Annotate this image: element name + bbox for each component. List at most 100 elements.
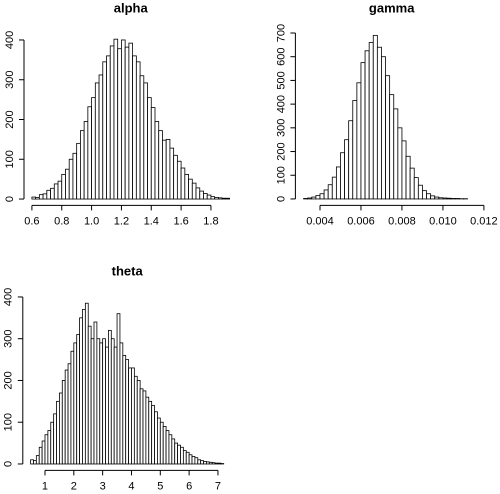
bar (150, 107, 156, 200)
bar (105, 346, 109, 465)
bar (96, 338, 101, 465)
bar (102, 338, 106, 465)
bar (46, 189, 51, 200)
bar (90, 338, 95, 465)
x-tick-label: 6 (186, 480, 192, 492)
bar (148, 400, 153, 465)
bar (434, 196, 440, 200)
bar (76, 142, 81, 200)
bar (79, 130, 85, 200)
bar (191, 182, 197, 200)
x-tick-label: 1.4 (144, 215, 159, 227)
bar (44, 434, 49, 465)
bar (135, 61, 141, 200)
bar (158, 130, 163, 200)
bar (335, 166, 341, 200)
bar (199, 190, 204, 200)
bar (128, 367, 132, 465)
bar (110, 338, 115, 465)
x-tick-label: 0.004 (306, 215, 334, 227)
bar (84, 302, 89, 465)
x-tick-label: 0.6 (24, 215, 39, 227)
bar (180, 446, 184, 465)
bar (117, 48, 122, 200)
bar (442, 197, 448, 200)
bar (121, 39, 126, 200)
bar (87, 106, 92, 200)
bar (225, 197, 230, 200)
bar (405, 155, 411, 200)
bar (57, 180, 63, 200)
bar (106, 55, 111, 200)
x-tick-label: 0.012 (470, 215, 498, 227)
bar (208, 461, 213, 465)
bar (315, 195, 321, 200)
bar (218, 197, 223, 200)
bar (159, 421, 164, 465)
chart-title: theta (112, 263, 144, 278)
bar (136, 380, 141, 465)
bar (47, 430, 52, 465)
y-tick-label: 0 (3, 461, 15, 467)
y-tick-label: 100 (3, 413, 15, 431)
y-tick-label: 0 (4, 196, 16, 202)
bar (206, 461, 210, 465)
x-tick-label: 2 (71, 480, 77, 492)
bar (145, 396, 150, 465)
bar (352, 100, 358, 200)
bar (426, 193, 432, 200)
bar (132, 55, 137, 200)
bar (98, 74, 104, 200)
x-tick-label: 7 (215, 480, 221, 492)
bar (53, 413, 57, 465)
chart-title: alpha (114, 0, 149, 15)
x-tick-label: 0.8 (54, 215, 69, 227)
x-tick-label: 1.0 (84, 215, 99, 227)
chart-title: gamma (369, 0, 415, 15)
bar (356, 82, 362, 200)
bar (139, 388, 144, 465)
bar (188, 454, 193, 465)
bar (154, 121, 160, 200)
bar (102, 61, 107, 200)
y-tick-label: 200 (3, 371, 15, 389)
bar (319, 193, 325, 200)
bar (113, 38, 119, 200)
y-tick-label: 300 (4, 71, 16, 89)
bar (162, 139, 167, 200)
bar (87, 325, 92, 465)
bar (38, 194, 44, 200)
bar (64, 369, 69, 465)
bar (93, 321, 98, 465)
bar (70, 350, 75, 465)
bar (182, 450, 187, 465)
bar (109, 45, 115, 200)
bar (389, 94, 395, 200)
y-tick-label: 400 (275, 95, 287, 113)
bar (169, 147, 175, 200)
bar (67, 363, 72, 465)
bar (108, 329, 112, 465)
bar (113, 346, 118, 465)
bar (83, 121, 89, 200)
bar (430, 195, 436, 200)
bar (119, 342, 124, 465)
bar (99, 342, 104, 465)
bar (203, 461, 207, 465)
bar (194, 457, 199, 465)
bar (50, 421, 55, 465)
bar (197, 459, 202, 465)
bar (162, 425, 167, 465)
bar (139, 75, 145, 200)
bar (35, 455, 40, 465)
x-tick-label: 3 (100, 480, 106, 492)
y-tick-label: 600 (275, 48, 287, 66)
x-tick-label: 1.6 (173, 215, 188, 227)
y-tick-label: 200 (275, 142, 287, 160)
bar (217, 462, 222, 465)
bar (311, 196, 317, 200)
bar (165, 430, 170, 465)
bar (372, 34, 378, 200)
